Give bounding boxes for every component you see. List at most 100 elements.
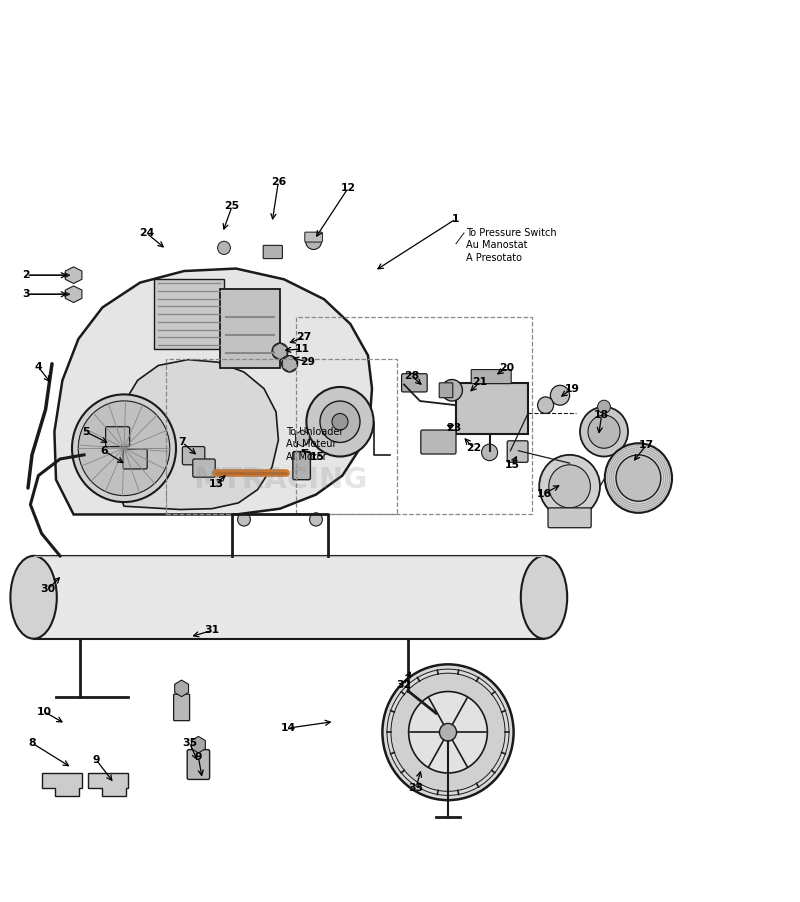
Text: 24: 24 bbox=[138, 228, 154, 238]
Polygon shape bbox=[42, 773, 82, 796]
Circle shape bbox=[382, 665, 514, 800]
Text: 16: 16 bbox=[537, 489, 551, 499]
Text: 23: 23 bbox=[446, 423, 462, 433]
Circle shape bbox=[580, 407, 628, 456]
Bar bbox=[456, 382, 528, 434]
Circle shape bbox=[332, 413, 348, 430]
Text: Al Motor: Al Motor bbox=[286, 452, 327, 462]
Text: 14: 14 bbox=[281, 723, 295, 733]
Circle shape bbox=[310, 513, 322, 526]
Bar bbox=[154, 280, 224, 349]
Circle shape bbox=[539, 455, 600, 518]
FancyBboxPatch shape bbox=[193, 459, 215, 477]
Text: 2: 2 bbox=[22, 271, 30, 281]
Text: 15: 15 bbox=[310, 452, 325, 462]
Text: WL503502, WL503600, WL503700, WL503805, WL600608, WL600708,
WL602103, WL602304, : WL503502, WL503600, WL503700, WL503805, … bbox=[252, 4, 718, 47]
Circle shape bbox=[409, 692, 487, 773]
Text: 17: 17 bbox=[639, 440, 654, 450]
Text: 26: 26 bbox=[270, 177, 286, 187]
Text: 4: 4 bbox=[34, 362, 42, 373]
Polygon shape bbox=[88, 773, 128, 796]
Text: Au Manostat: Au Manostat bbox=[466, 240, 528, 251]
Circle shape bbox=[218, 241, 230, 254]
Text: 8: 8 bbox=[28, 738, 36, 748]
FancyBboxPatch shape bbox=[182, 446, 205, 465]
FancyBboxPatch shape bbox=[471, 370, 511, 383]
Text: 6: 6 bbox=[100, 446, 108, 456]
Text: 11: 11 bbox=[295, 344, 310, 354]
Text: MTRACING: MTRACING bbox=[193, 465, 367, 493]
Text: 15: 15 bbox=[505, 460, 519, 470]
Text: 21: 21 bbox=[473, 377, 487, 387]
Text: 13: 13 bbox=[209, 479, 223, 489]
Polygon shape bbox=[66, 267, 82, 283]
Text: Au Moteur: Au Moteur bbox=[286, 439, 337, 449]
Circle shape bbox=[306, 233, 322, 250]
Circle shape bbox=[282, 355, 298, 372]
FancyBboxPatch shape bbox=[507, 441, 528, 463]
FancyBboxPatch shape bbox=[305, 232, 322, 242]
Text: 9: 9 bbox=[92, 755, 100, 765]
Circle shape bbox=[442, 380, 462, 401]
Text: 32: 32 bbox=[396, 680, 412, 690]
FancyBboxPatch shape bbox=[421, 430, 456, 454]
Text: To Unloader: To Unloader bbox=[286, 427, 344, 437]
Text: 35: 35 bbox=[182, 738, 197, 748]
Text: 28: 28 bbox=[405, 372, 419, 382]
Ellipse shape bbox=[521, 556, 567, 639]
Text: 10: 10 bbox=[37, 706, 51, 716]
Circle shape bbox=[238, 513, 250, 526]
Text: 31: 31 bbox=[205, 625, 219, 635]
Circle shape bbox=[272, 343, 288, 360]
Text: 29: 29 bbox=[301, 357, 315, 367]
Polygon shape bbox=[112, 360, 278, 510]
Text: 30: 30 bbox=[41, 584, 55, 594]
Text: 1: 1 bbox=[452, 214, 460, 224]
Polygon shape bbox=[34, 556, 544, 639]
FancyBboxPatch shape bbox=[123, 449, 147, 469]
Circle shape bbox=[439, 723, 457, 741]
Text: 25: 25 bbox=[225, 201, 239, 211]
Text: 7: 7 bbox=[178, 437, 186, 447]
Circle shape bbox=[549, 465, 590, 508]
Text: 20: 20 bbox=[499, 363, 514, 373]
Circle shape bbox=[320, 401, 360, 443]
Polygon shape bbox=[191, 736, 206, 753]
Circle shape bbox=[306, 387, 374, 456]
Text: 22: 22 bbox=[466, 443, 482, 453]
Polygon shape bbox=[66, 286, 82, 302]
Circle shape bbox=[598, 400, 610, 413]
FancyBboxPatch shape bbox=[548, 508, 591, 528]
Polygon shape bbox=[273, 343, 287, 360]
Polygon shape bbox=[174, 680, 189, 696]
Circle shape bbox=[605, 443, 672, 513]
Polygon shape bbox=[54, 269, 372, 514]
Text: 12: 12 bbox=[341, 183, 355, 193]
FancyBboxPatch shape bbox=[293, 452, 310, 480]
Text: 3: 3 bbox=[22, 290, 30, 299]
FancyBboxPatch shape bbox=[402, 373, 427, 392]
Text: 18: 18 bbox=[594, 410, 609, 420]
FancyBboxPatch shape bbox=[174, 695, 190, 721]
Text: 19: 19 bbox=[565, 383, 579, 393]
Bar bbox=[220, 290, 280, 368]
FancyBboxPatch shape bbox=[187, 750, 210, 779]
Text: 27: 27 bbox=[296, 332, 312, 342]
FancyBboxPatch shape bbox=[439, 382, 453, 398]
Polygon shape bbox=[282, 355, 297, 372]
Ellipse shape bbox=[10, 556, 57, 639]
Circle shape bbox=[391, 673, 505, 791]
FancyBboxPatch shape bbox=[106, 427, 130, 446]
Text: To Pressure Switch: To Pressure Switch bbox=[466, 228, 557, 238]
Circle shape bbox=[550, 385, 570, 405]
Text: 5: 5 bbox=[82, 427, 90, 437]
Circle shape bbox=[72, 394, 176, 502]
Circle shape bbox=[588, 415, 620, 448]
Text: 9: 9 bbox=[194, 752, 202, 762]
Circle shape bbox=[78, 400, 170, 495]
Text: Replacement Parts List
Liste De Pièces De Rechange
Lista De Repuestos: Replacement Parts List Liste De Pièces D… bbox=[6, 4, 198, 47]
Text: A Presotato: A Presotato bbox=[466, 253, 522, 262]
Text: 33: 33 bbox=[408, 783, 424, 793]
FancyBboxPatch shape bbox=[263, 245, 282, 259]
Circle shape bbox=[616, 455, 661, 502]
